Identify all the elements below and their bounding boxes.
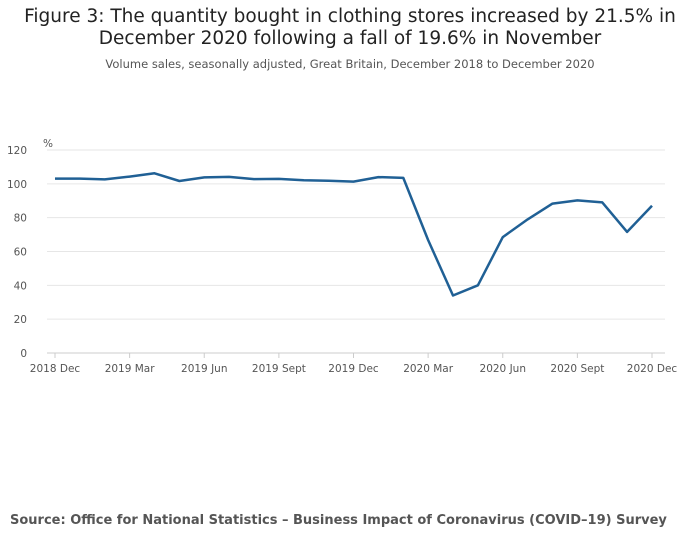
y-tick-label: 120 bbox=[7, 145, 27, 157]
y-tick-label: 0 bbox=[20, 348, 27, 360]
data-points bbox=[54, 173, 653, 296]
x-axis-ticks: 2018 Dec 2019 Mar 2019 Jun 2019 Sept 2019 De… bbox=[30, 353, 678, 375]
x-tick-label: 2020 Mar bbox=[403, 363, 454, 375]
y-axis-ticks: 0 20 40 60 80 100 120 bbox=[7, 145, 27, 360]
y-tick-label: 20 bbox=[14, 314, 27, 326]
chart-subtitle: Volume sales, seasonally adjusted, Great… bbox=[105, 57, 595, 71]
x-tick-label: 2020 Jun bbox=[480, 363, 526, 375]
x-tick-label: 2020 Sept bbox=[550, 363, 604, 375]
y-tick-label: 80 bbox=[14, 213, 27, 225]
y-tick-label: 60 bbox=[14, 247, 27, 259]
source-note: Source: Office for National Statistics –… bbox=[10, 513, 667, 528]
y-tick-label: 40 bbox=[14, 280, 27, 292]
chart-title-line-2: December 2020 following a fall of 19.6% … bbox=[98, 28, 602, 49]
x-tick-label: 2019 Mar bbox=[105, 363, 156, 375]
y-tick-label: 100 bbox=[7, 179, 27, 191]
chart-title: Figure 3: The quantity bought in clothin… bbox=[0, 6, 700, 50]
series-line bbox=[55, 172, 653, 297]
x-tick-label: 2020 Dec bbox=[627, 363, 678, 375]
chart-title-line-1: Figure 3: The quantity bought in clothin… bbox=[24, 6, 676, 27]
x-tick-label: 2019 Sept bbox=[252, 363, 306, 375]
gridlines bbox=[47, 149, 665, 320]
x-tick-label: 2019 Jun bbox=[181, 363, 227, 375]
x-tick-label: 2018 Dec bbox=[30, 363, 81, 375]
x-tick-label: 2019 Dec bbox=[328, 363, 379, 375]
y-axis-label: % bbox=[43, 138, 53, 150]
